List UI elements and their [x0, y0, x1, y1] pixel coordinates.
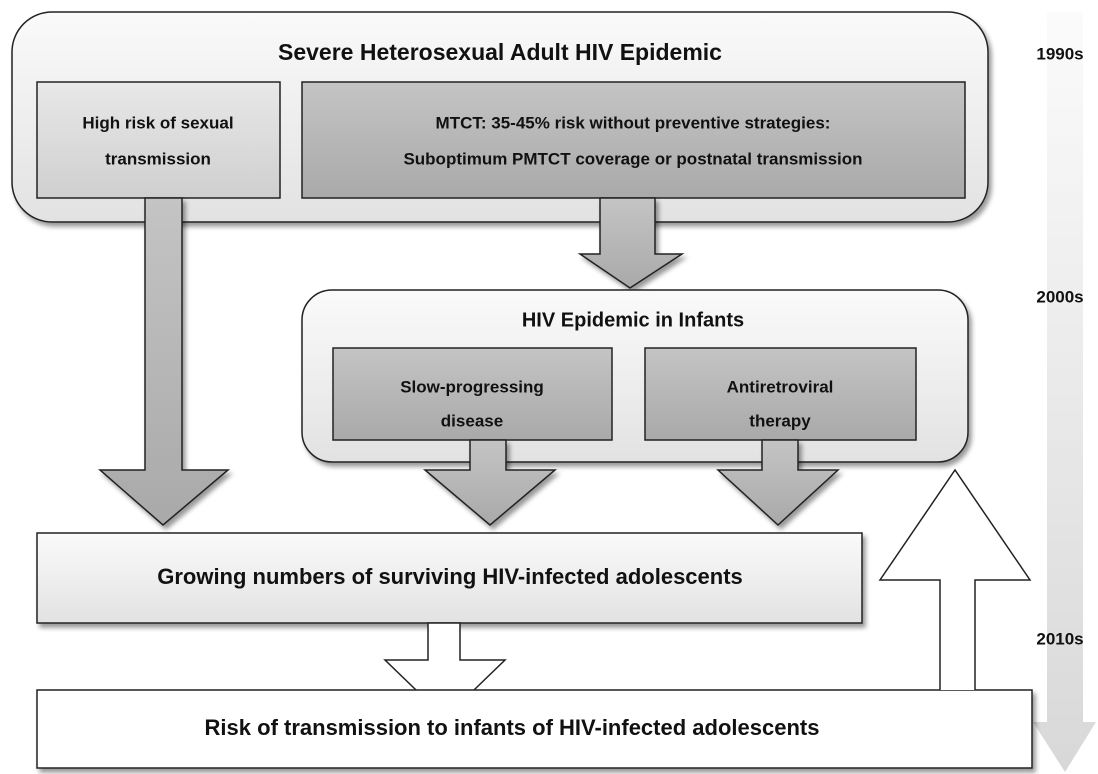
timeline-label: 2000s: [1036, 287, 1083, 306]
arrow: [383, 622, 507, 720]
growing-text: Growing numbers of surviving HIV-infecte…: [157, 564, 743, 589]
slow-text: disease: [441, 411, 503, 430]
slow-text: Slow-progressing: [400, 377, 544, 396]
sexual-text: High risk of sexual: [82, 113, 233, 132]
sexual-text: transmission: [105, 149, 211, 168]
adult-epidemic-title: Severe Heterosexual Adult HIV Epidemic: [278, 39, 722, 65]
mtct-text: Suboptimum PMTCT coverage or postnatal t…: [403, 149, 862, 168]
timeline-label: 1990s: [1036, 44, 1083, 63]
arrow: [716, 439, 840, 527]
risk-box: [36, 689, 1033, 769]
art-text: therapy: [749, 411, 811, 430]
mtct-text: MTCT: 35-45% risk without preventive str…: [436, 113, 831, 132]
art-text: Antiretroviral: [727, 377, 834, 396]
sexual-box: [36, 81, 281, 199]
feedback-arrow: [878, 468, 1032, 690]
art-box: [644, 347, 917, 441]
arrow: [422, 439, 558, 526]
risk-text: Risk of transmission to infants of HIV-i…: [205, 715, 820, 740]
arrow: [98, 197, 231, 526]
mtct-box: [301, 81, 966, 199]
timeline-arrow: [1033, 12, 1096, 772]
growing-box: [36, 532, 863, 624]
timeline-label: 2010s: [1036, 629, 1083, 648]
arrow: [577, 197, 685, 289]
infant-epidemic-title: HIV Epidemic in Infants: [522, 309, 744, 331]
